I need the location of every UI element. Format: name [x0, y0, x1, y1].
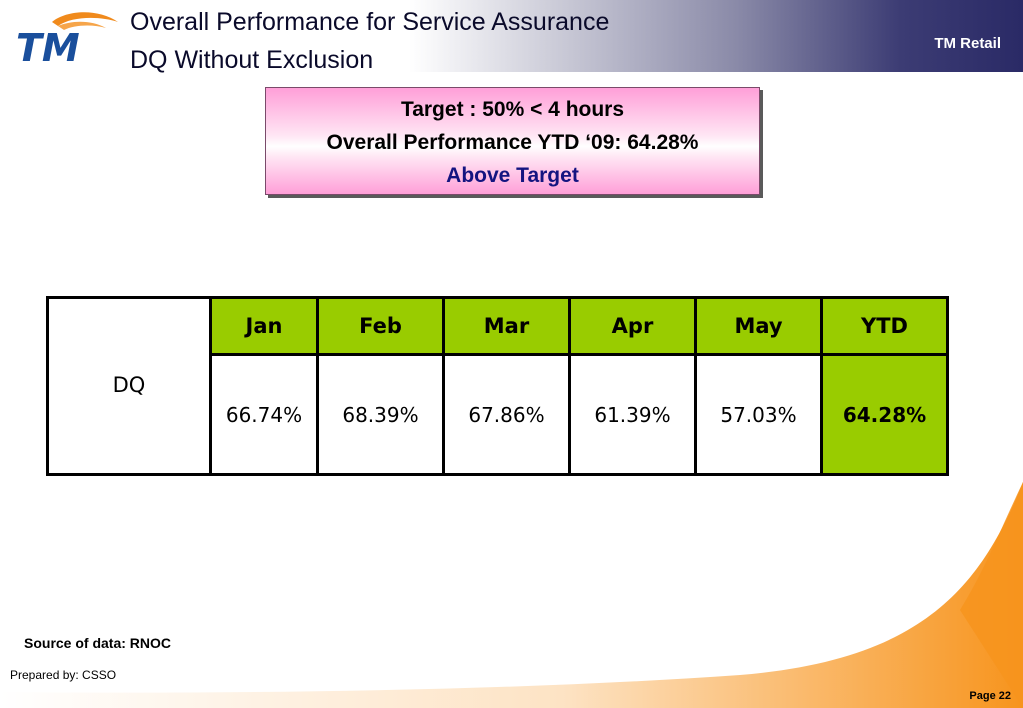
table-value-row: 66.74% 68.39% 67.86% 61.39% 57.03% 64.28… — [48, 353, 949, 476]
header-may: May — [694, 296, 823, 356]
prepared-by-note: Prepared by: CSSO — [10, 668, 117, 682]
page-subtitle: DQ Without Exclusion — [130, 46, 374, 74]
dq-performance-table: DQ Jan Feb Mar Apr May YTD 66.74% 68.39%… — [46, 296, 949, 476]
data-source-note: Source of data: RNOC — [24, 635, 172, 651]
table-header-row: DQ Jan Feb Mar Apr May YTD — [46, 296, 949, 476]
value-apr: 61.39% — [568, 353, 697, 476]
header-bar: TM Overall Performance for Service Assur… — [0, 0, 1023, 74]
page-title: Overall Performance for Service Assuranc… — [130, 8, 610, 36]
header-mar: Mar — [442, 296, 571, 356]
row-label-dq: DQ — [46, 296, 212, 476]
tm-logo: TM — [16, 12, 118, 66]
header-feb: Feb — [316, 296, 445, 356]
target-summary-box: Target : 50% < 4 hours Overall Performan… — [265, 87, 760, 195]
ytd-performance-text: Overall Performance YTD ‘09: 64.28% — [326, 131, 699, 154]
page-number: Page 22 — [969, 690, 1011, 702]
company-name: TM Retail — [934, 35, 1001, 52]
value-jan: 66.74% — [209, 353, 319, 476]
orange-swoosh-decoration — [0, 482, 1023, 708]
header-jan: Jan — [209, 296, 319, 356]
header-apr: Apr — [568, 296, 697, 356]
value-may: 57.03% — [694, 353, 823, 476]
logo-text: TM — [16, 26, 80, 66]
value-feb: 68.39% — [316, 353, 445, 476]
value-ytd: 64.28% — [820, 353, 949, 476]
target-status-text: Above Target — [446, 164, 579, 187]
header-ytd: YTD — [820, 296, 949, 356]
value-mar: 67.86% — [442, 353, 571, 476]
target-text: Target : 50% < 4 hours — [400, 98, 625, 121]
